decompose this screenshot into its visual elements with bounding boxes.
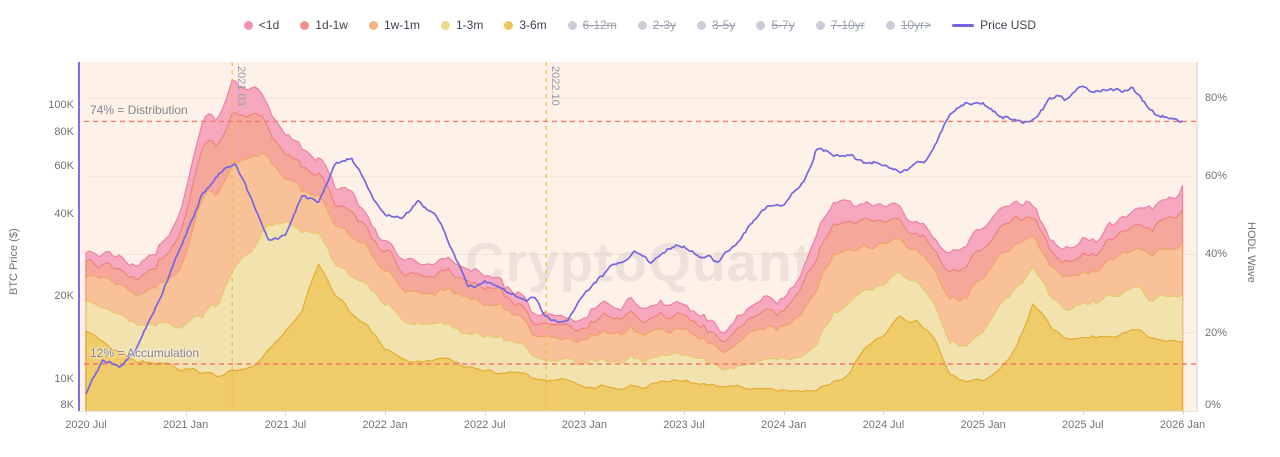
x-axis-tick: 2023 Jan xyxy=(561,419,608,431)
bottom-axis-line xyxy=(78,411,1198,412)
legend-item-612m[interactable]: 6-12m xyxy=(567,18,617,32)
legend-item-36m[interactable]: 3-6m xyxy=(504,18,547,32)
legend-price-line-icon xyxy=(952,23,975,27)
x-axis-tick: 2026 Jan xyxy=(1159,419,1206,431)
legend-dot-icon xyxy=(243,20,253,30)
area-edge-1w1m xyxy=(85,152,1184,411)
x-axis-tick: 2025 Jan xyxy=(960,419,1006,431)
legend-dot-icon xyxy=(567,20,577,30)
legend-dot-icon xyxy=(756,20,766,30)
area-edge-36m xyxy=(85,263,1184,411)
legend-dot-icon xyxy=(504,20,514,30)
legend-label: 3-6m xyxy=(519,18,547,32)
watermark: CryptoQuant xyxy=(464,231,813,293)
x-tick-mark xyxy=(983,411,985,415)
x-axis-tick: 2025 Jul xyxy=(1062,419,1104,431)
x-tick-mark xyxy=(185,411,187,415)
x-tick-mark xyxy=(1182,411,1184,415)
x-tick-mark xyxy=(1082,411,1084,415)
left-axis-line xyxy=(78,62,80,412)
area-edge-1d1w xyxy=(85,112,1184,411)
area-edge-13m xyxy=(85,221,1184,411)
right-axis-title: HODL Wave xyxy=(1245,222,1257,283)
x-tick-mark xyxy=(883,411,885,415)
vline-label-2021-03: 2021.03 xyxy=(235,66,248,106)
left-axis-tick: 80K xyxy=(54,125,74,138)
legend-label: 5-7y xyxy=(771,18,795,32)
left-axis-tick: 40K xyxy=(54,207,74,220)
right-axis-tick: 60% xyxy=(1205,170,1228,183)
x-axis-tick: 2024 Jul xyxy=(862,419,905,431)
legend-label: 1d-1w xyxy=(315,18,348,32)
x-tick-mark xyxy=(783,411,785,415)
legend-label: <1d xyxy=(258,18,280,32)
right-axis-tick: 0% xyxy=(1205,399,1221,411)
right-axis-tick: 80% xyxy=(1205,91,1228,104)
chart-plot-area[interactable]: CryptoQuant xyxy=(80,62,1197,411)
legend-item-1d[interactable]: <1d xyxy=(243,18,280,32)
legend-dot-icon xyxy=(815,20,825,30)
chart-canvas[interactable] xyxy=(80,62,1197,411)
vline-label-2022-10: 2022.10 xyxy=(549,66,562,106)
x-axis-tick: 2021 Jan xyxy=(163,419,209,431)
legend-item-23y[interactable]: 2-3y xyxy=(637,18,677,32)
distribution-threshold-label: 74% = Distribution xyxy=(90,103,188,118)
legend-item-13m[interactable]: 1-3m xyxy=(440,18,484,32)
legend-dot-icon xyxy=(368,20,378,30)
left-axis-tick: 8K xyxy=(60,399,74,411)
left-axis-tick: 10K xyxy=(54,372,74,385)
legend-label: 2-3y xyxy=(652,18,677,32)
x-axis-tick: 2022 Jul xyxy=(463,419,506,431)
x-axis-tick: 2020 Jul xyxy=(65,419,107,431)
legend-item-710yr[interactable]: 7-10yr xyxy=(815,18,865,32)
legend-dot-icon xyxy=(300,20,310,30)
x-tick-mark xyxy=(584,411,586,415)
legend-item-10yr[interactable]: 10yr> xyxy=(885,18,932,32)
x-tick-mark xyxy=(385,411,387,415)
right-axis-line xyxy=(1196,62,1198,412)
legend-label: 1w-1m xyxy=(383,18,420,32)
price-line xyxy=(85,85,1184,395)
legend-label: 1-3m xyxy=(455,18,484,32)
x-tick-mark xyxy=(484,411,486,415)
x-axis-tick: 2022 Jan xyxy=(362,419,408,431)
left-axis-title: BTC Price ($) xyxy=(8,228,20,295)
right-axis-tick: 20% xyxy=(1205,326,1228,339)
left-axis-tick: 100K xyxy=(48,99,74,111)
x-axis-tick: 2024 Jan xyxy=(761,419,807,431)
legend-dot-icon xyxy=(637,20,647,30)
x-axis-tick: 2021 Jul xyxy=(264,419,307,431)
legend-item-35y[interactable]: 3-5y xyxy=(697,18,735,32)
legend-item-57y[interactable]: 5-7y xyxy=(756,18,795,32)
legend-dot-icon xyxy=(885,20,895,30)
x-axis-tick: 2023 Jul xyxy=(663,419,705,431)
legend-item-1d1w[interactable]: 1d-1w xyxy=(300,18,348,32)
x-tick-mark xyxy=(285,411,287,415)
legend: <1d 1d-1w 1w-1m 1-3m 3-6m 6-12m 2-3y 3-5y 5-7y 7-… xyxy=(0,14,1280,36)
legend-label: 7-10yr xyxy=(830,18,865,32)
legend-label: 10yr> xyxy=(900,18,932,32)
left-axis-tick: 20K xyxy=(54,290,74,303)
left-axis-tick: 60K xyxy=(54,159,74,172)
legend-label: 3-5y xyxy=(712,18,736,32)
legend-label: 6-12m xyxy=(582,18,617,32)
legend-label: Price USD xyxy=(980,18,1037,32)
x-tick-mark xyxy=(86,411,87,415)
legend-item-1w1m[interactable]: 1w-1m xyxy=(368,18,420,32)
right-axis-tick: 40% xyxy=(1205,248,1228,261)
legend-dot-icon xyxy=(440,20,450,30)
area-edge-1d xyxy=(85,79,1184,411)
legend-item-price-usd[interactable]: Price USD xyxy=(952,18,1036,32)
area-36m xyxy=(86,264,1183,411)
legend-dot-icon xyxy=(697,20,707,30)
accumulation-threshold-label: 12% = Accumulation xyxy=(90,345,200,360)
x-tick-mark xyxy=(684,411,686,415)
